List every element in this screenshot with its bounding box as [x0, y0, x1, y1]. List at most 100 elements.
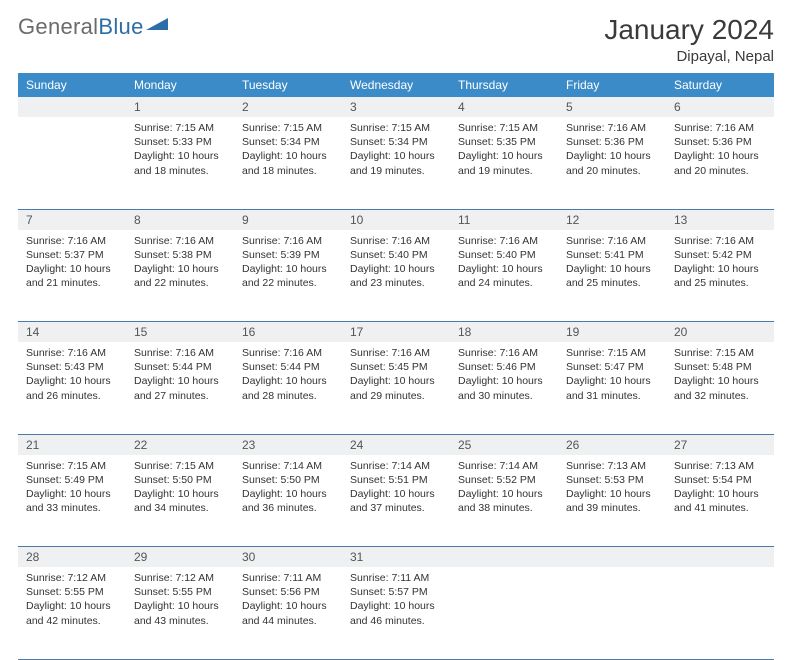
sunrise-line: Sunrise: 7:13 AM: [566, 459, 658, 473]
sunrise-line: Sunrise: 7:16 AM: [350, 234, 442, 248]
daylight-label: Daylight:: [674, 263, 715, 275]
sunset-label: Sunset:: [458, 474, 494, 486]
sunrise-line: Sunrise: 7:14 AM: [458, 459, 550, 473]
sunset-value: 5:34 PM: [281, 136, 320, 148]
sunset-label: Sunset:: [242, 361, 278, 373]
sunset-label: Sunset:: [566, 136, 602, 148]
sunrise-label: Sunrise:: [674, 460, 713, 472]
sunset-value: 5:40 PM: [497, 249, 536, 261]
daylight-line: Daylight: 10 hours and 24 minutes.: [458, 262, 550, 290]
sunset-label: Sunset:: [674, 249, 710, 261]
sunrise-line: Sunrise: 7:12 AM: [134, 571, 226, 585]
sunset-label: Sunset:: [350, 474, 386, 486]
daylight-label: Daylight:: [134, 600, 175, 612]
title-block: January 2024 Dipayal, Nepal: [604, 14, 774, 65]
day-body-cell: Sunrise: 7:16 AMSunset: 5:36 PMDaylight:…: [558, 117, 666, 209]
day-detail: Sunrise: 7:16 AMSunset: 5:40 PMDaylight:…: [450, 230, 558, 297]
daylight-line: Daylight: 10 hours and 33 minutes.: [26, 487, 118, 515]
day-detail: Sunrise: 7:16 AMSunset: 5:36 PMDaylight:…: [558, 117, 666, 184]
sunrise-label: Sunrise:: [674, 122, 713, 134]
sunset-value: 5:35 PM: [497, 136, 536, 148]
brand-word2: Blue: [98, 14, 143, 40]
sunset-value: 5:39 PM: [281, 249, 320, 261]
sunrise-value: 7:16 AM: [607, 122, 646, 134]
daylight-line: Daylight: 10 hours and 25 minutes.: [674, 262, 766, 290]
daylight-line: Daylight: 10 hours and 20 minutes.: [674, 149, 766, 177]
sunset-value: 5:57 PM: [389, 586, 428, 598]
sunrise-label: Sunrise:: [674, 347, 713, 359]
day-number-cell: 5: [558, 97, 666, 117]
day-number-cell: 22: [126, 434, 234, 455]
sunset-value: 5:40 PM: [389, 249, 428, 261]
day-body-cell: Sunrise: 7:12 AMSunset: 5:55 PMDaylight:…: [126, 567, 234, 659]
sunrise-value: 7:12 AM: [175, 572, 214, 584]
day-number-cell: 25: [450, 434, 558, 455]
sunrise-value: 7:13 AM: [607, 460, 646, 472]
sunrise-label: Sunrise:: [134, 460, 173, 472]
brand-logo: GeneralBlue: [18, 14, 168, 40]
day-body-cell: Sunrise: 7:16 AMSunset: 5:39 PMDaylight:…: [234, 230, 342, 322]
daylight-label: Daylight:: [134, 375, 175, 387]
sunrise-line: Sunrise: 7:15 AM: [134, 459, 226, 473]
sunrise-value: 7:16 AM: [67, 347, 106, 359]
sunrise-value: 7:14 AM: [283, 460, 322, 472]
brand-triangle-icon: [146, 14, 168, 30]
day-body-cell: Sunrise: 7:16 AMSunset: 5:36 PMDaylight:…: [666, 117, 774, 209]
sunset-line: Sunset: 5:52 PM: [458, 473, 550, 487]
day-number-cell: 29: [126, 547, 234, 568]
sunrise-label: Sunrise:: [134, 122, 173, 134]
sunset-line: Sunset: 5:50 PM: [134, 473, 226, 487]
sunset-line: Sunset: 5:36 PM: [566, 135, 658, 149]
sunrise-label: Sunrise:: [566, 460, 605, 472]
sunset-label: Sunset:: [134, 474, 170, 486]
sunset-line: Sunset: 5:45 PM: [350, 360, 442, 374]
day-number-cell: 26: [558, 434, 666, 455]
daylight-label: Daylight:: [350, 488, 391, 500]
day-body-cell: Sunrise: 7:15 AMSunset: 5:35 PMDaylight:…: [450, 117, 558, 209]
day-number-cell: 10: [342, 209, 450, 230]
location-label: Dipayal, Nepal: [604, 48, 774, 65]
sunrise-line: Sunrise: 7:15 AM: [350, 121, 442, 135]
day-detail: Sunrise: 7:11 AMSunset: 5:56 PMDaylight:…: [234, 567, 342, 634]
weekday-header: Sunday: [18, 73, 126, 97]
daylight-label: Daylight:: [134, 150, 175, 162]
sunset-value: 5:54 PM: [713, 474, 752, 486]
sunrise-label: Sunrise:: [350, 347, 389, 359]
sunrise-label: Sunrise:: [458, 122, 497, 134]
daylight-line: Daylight: 10 hours and 39 minutes.: [566, 487, 658, 515]
sunrise-label: Sunrise:: [26, 235, 65, 247]
daylight-label: Daylight:: [242, 600, 283, 612]
sunrise-line: Sunrise: 7:16 AM: [26, 346, 118, 360]
day-number-cell: 17: [342, 322, 450, 343]
sunrise-label: Sunrise:: [350, 572, 389, 584]
sunrise-value: 7:12 AM: [67, 572, 106, 584]
daylight-label: Daylight:: [26, 488, 67, 500]
sunset-label: Sunset:: [566, 474, 602, 486]
day-number-cell: 21: [18, 434, 126, 455]
calendar-table: Sunday Monday Tuesday Wednesday Thursday…: [18, 73, 774, 660]
daylight-label: Daylight:: [566, 375, 607, 387]
sunrise-value: 7:16 AM: [607, 235, 646, 247]
sunset-label: Sunset:: [242, 136, 278, 148]
sunrise-line: Sunrise: 7:16 AM: [674, 234, 766, 248]
sunset-value: 5:45 PM: [389, 361, 428, 373]
sunrise-value: 7:16 AM: [391, 235, 430, 247]
sunset-value: 5:44 PM: [173, 361, 212, 373]
sunset-value: 5:44 PM: [281, 361, 320, 373]
sunset-label: Sunset:: [674, 136, 710, 148]
day-number-cell: 28: [18, 547, 126, 568]
daylight-line: Daylight: 10 hours and 19 minutes.: [350, 149, 442, 177]
sunrise-label: Sunrise:: [350, 460, 389, 472]
daylight-label: Daylight:: [458, 263, 499, 275]
day-detail: Sunrise: 7:16 AMSunset: 5:37 PMDaylight:…: [18, 230, 126, 297]
day-number-cell: 24: [342, 434, 450, 455]
day-detail: Sunrise: 7:13 AMSunset: 5:53 PMDaylight:…: [558, 455, 666, 522]
day-detail: Sunrise: 7:16 AMSunset: 5:44 PMDaylight:…: [234, 342, 342, 409]
day-number-cell: 16: [234, 322, 342, 343]
sunrise-line: Sunrise: 7:16 AM: [350, 346, 442, 360]
sunrise-line: Sunrise: 7:14 AM: [242, 459, 334, 473]
sunset-label: Sunset:: [458, 361, 494, 373]
sunrise-label: Sunrise:: [458, 235, 497, 247]
daylight-label: Daylight:: [566, 488, 607, 500]
sunset-label: Sunset:: [674, 474, 710, 486]
